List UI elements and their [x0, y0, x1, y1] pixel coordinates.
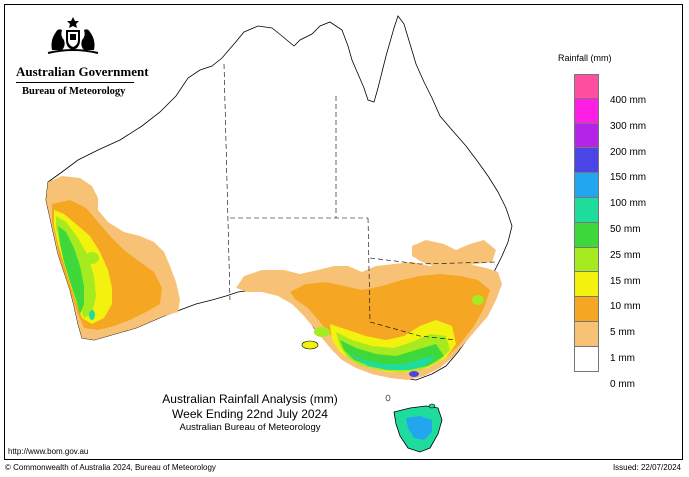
legend-swatch — [574, 197, 599, 223]
legend-swatch — [574, 123, 599, 149]
legend-swatch — [574, 272, 599, 298]
rain-region-southeast — [236, 262, 502, 380]
legend-swatch — [574, 148, 599, 174]
legend-label: 100 mm — [610, 198, 647, 210]
legend-label: 400 mm — [610, 95, 647, 106]
legend-scale — [574, 74, 600, 372]
legend-title: Rainfall (mm) — [558, 53, 612, 63]
state-borders — [223, 63, 497, 341]
legend-swatch — [574, 98, 599, 124]
legend-label: 5 mm — [610, 327, 635, 339]
legend-label: 15 mm — [610, 275, 641, 287]
legend-swatch — [574, 346, 599, 372]
bureau-title: Bureau of Meteorology — [22, 86, 126, 97]
coat-of-arms-logo — [47, 17, 99, 54]
tasmania — [393, 405, 443, 453]
header-divider — [16, 82, 134, 83]
legend-swatch — [574, 297, 599, 322]
map-source: Australian Bureau of Meteorology — [179, 422, 321, 433]
legend-label: 10 mm — [610, 301, 641, 313]
map-title: Australian Rainfall Analysis (mm) — [162, 392, 338, 406]
legend-swatch — [574, 321, 599, 347]
legend-label: 50 mm — [610, 224, 641, 235]
islands — [301, 340, 436, 409]
legend-label: 300 mm — [610, 120, 647, 132]
legend-swatch — [574, 222, 599, 248]
rain-region-nsw — [412, 240, 496, 268]
legend-label: 0 mm — [610, 378, 635, 390]
government-title: Australian Government — [16, 64, 149, 79]
map-title-block: Australian Rainfall Analysis (mm) Week E… — [90, 392, 410, 434]
rain-region-wa — [46, 176, 180, 340]
legend-label: 200 mm — [610, 146, 647, 158]
legend-swatch — [574, 173, 599, 198]
legend-swatch — [574, 247, 599, 273]
legend-label: 150 mm — [610, 172, 647, 184]
copyright-text: © Commonwealth of Australia 2024, Bureau… — [5, 463, 216, 472]
website-url[interactable]: http://www.bom.gov.au — [8, 447, 89, 456]
legend-label: 25 mm — [610, 249, 641, 261]
legend-label: 1 mm — [610, 353, 635, 364]
issued-date: Issued: 22/07/2024 — [612, 463, 681, 472]
legend-swatch — [574, 74, 599, 99]
map-subtitle: Week Ending 22nd July 2024 — [172, 407, 328, 421]
